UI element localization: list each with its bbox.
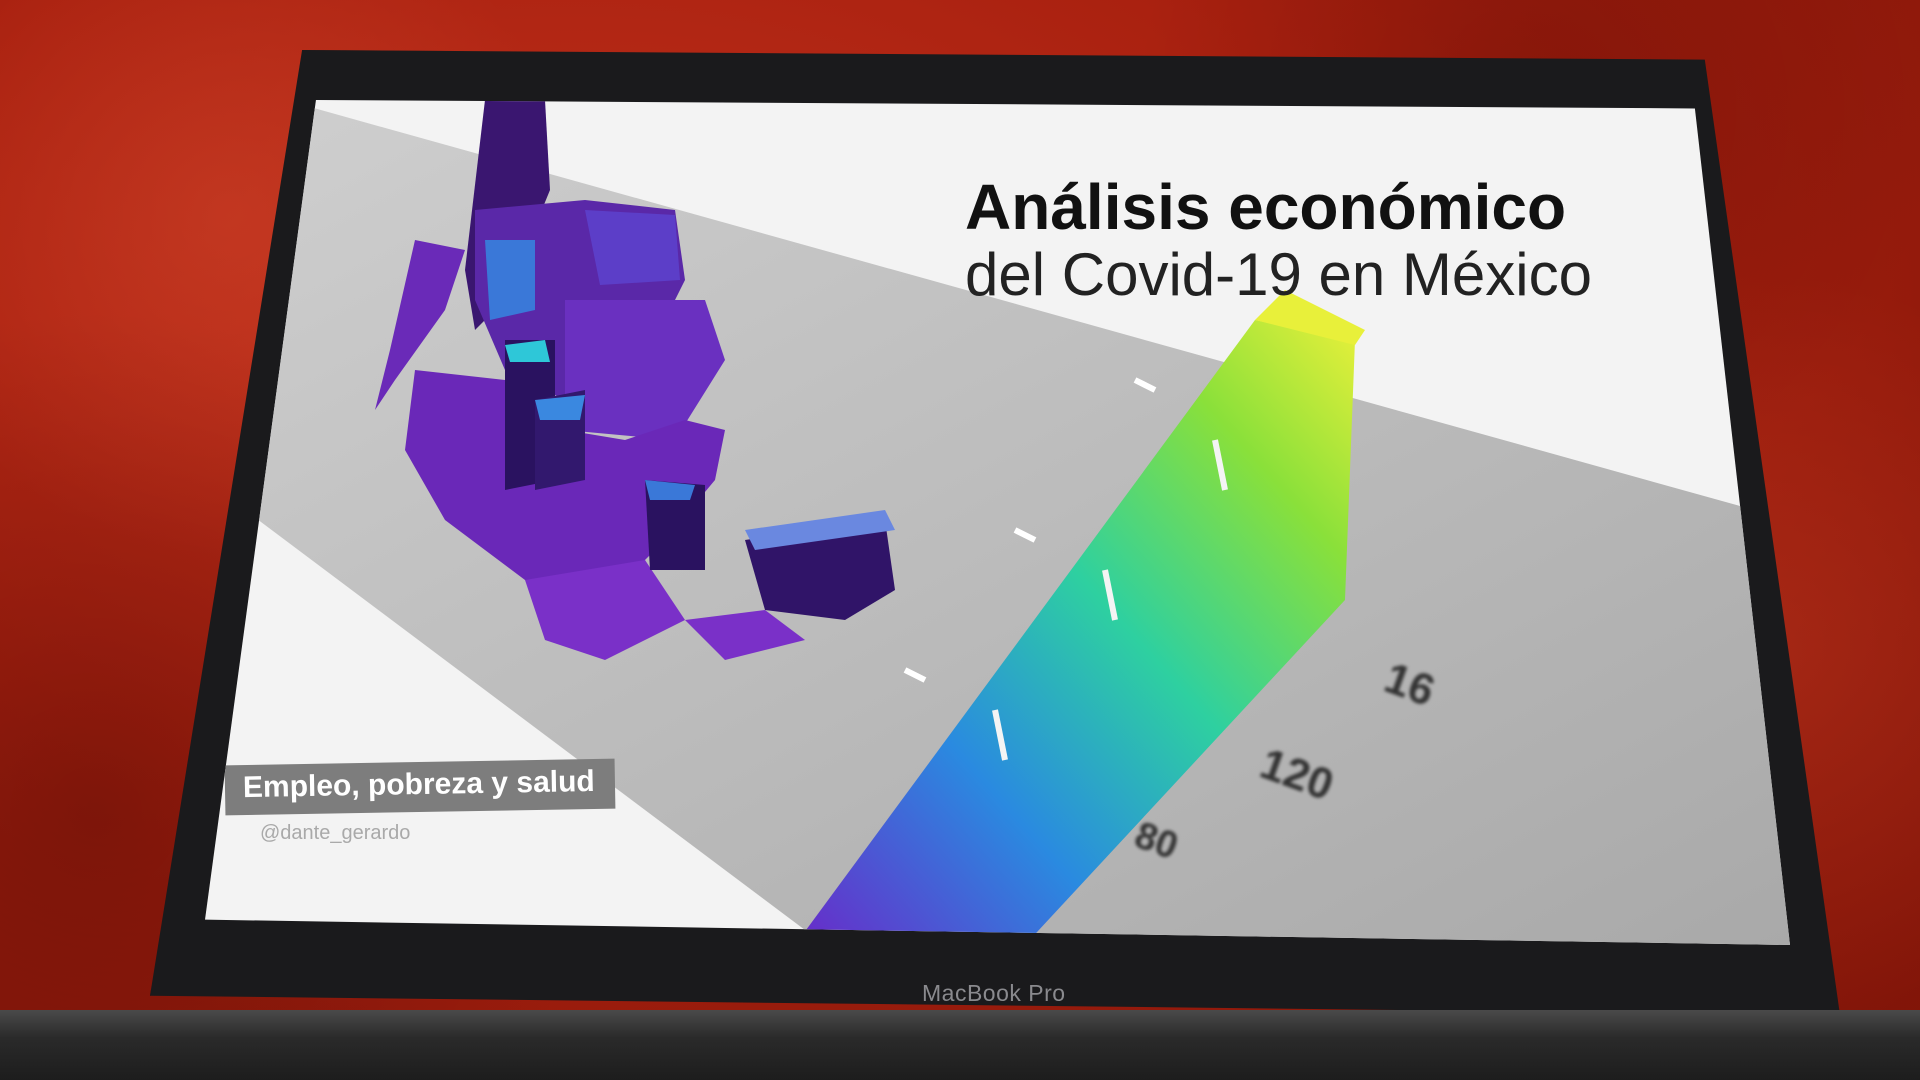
mexico-3d-map xyxy=(375,100,895,660)
slide-subtitle: del Covid-19 en México xyxy=(965,241,1592,308)
slide-tagline: Empleo, pobreza y salud xyxy=(224,758,616,816)
slide-title: Análisis económico xyxy=(965,171,1567,243)
slide-graphic xyxy=(205,100,1790,945)
color-scale-bar xyxy=(795,290,1365,945)
laptop-base xyxy=(0,1010,1920,1080)
author-handle: @dante_gerardo xyxy=(260,822,411,844)
laptop-brand-label: MacBook Pro xyxy=(922,980,1066,1006)
laptop-screen: Análisis económico del Covid-19 en Méxic… xyxy=(205,100,1790,945)
